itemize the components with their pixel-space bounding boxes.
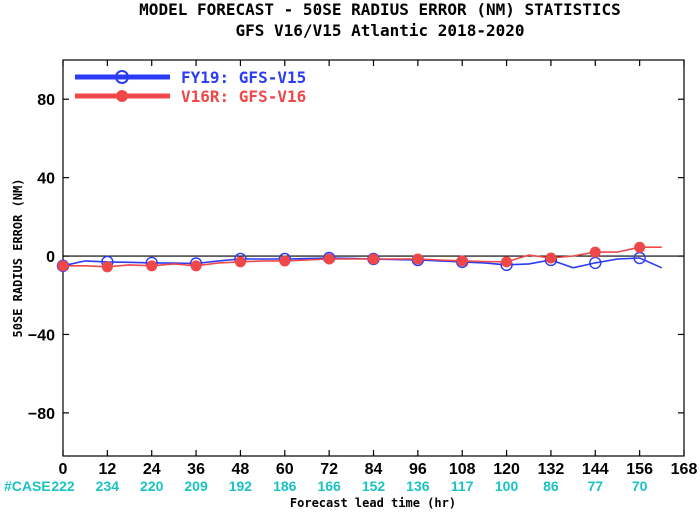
x-tick-label: 72	[320, 461, 338, 478]
case-prefix: #CASE	[4, 478, 51, 494]
x-tick-label: 96	[409, 461, 427, 478]
y-tick-label: 80	[37, 92, 55, 109]
legend-label-1: V16R: GFS-V16	[181, 87, 306, 106]
x-tick-label: 36	[187, 461, 205, 478]
x-tick-label: 156	[626, 461, 653, 478]
case-count: 186	[273, 478, 297, 494]
x-tick-label: 108	[449, 461, 476, 478]
series-point-1	[412, 253, 424, 265]
series-point-1	[368, 253, 379, 265]
series-point-1	[545, 252, 557, 264]
chart-subtitle: GFS V16/V15 Atlantic 2018-2020	[236, 21, 525, 40]
y-tick-label: −40	[28, 327, 55, 344]
case-count: 222	[51, 478, 75, 494]
x-axis-label: Forecast lead time (hr)	[290, 496, 456, 510]
series-point-1	[101, 261, 113, 273]
series-point-1	[501, 256, 513, 268]
x-tick-label: 0	[59, 461, 68, 478]
legend-marker-0	[115, 70, 129, 84]
x-tick-label: 48	[232, 461, 250, 478]
case-count: 192	[229, 478, 253, 494]
case-count: 86	[543, 478, 559, 494]
series-point-1	[634, 241, 646, 253]
x-tick-label: 120	[493, 461, 520, 478]
x-axis: 0 12 24 36 48 60 72 84 96 108 120 132 144 156 168	[59, 60, 698, 478]
series-point-1	[589, 246, 601, 258]
case-count: 136	[406, 478, 430, 494]
series-point-1	[456, 255, 468, 267]
case-count: 70	[632, 478, 648, 494]
series-point-1	[146, 260, 158, 272]
x-tick-label: 132	[538, 461, 565, 478]
case-count: 209	[184, 478, 208, 494]
y-tick-label: 0	[46, 249, 55, 266]
x-tick-label: 84	[365, 461, 383, 478]
case-count: 77	[587, 478, 603, 494]
series-line-1	[63, 246, 662, 268]
y-tick-label: −80	[28, 406, 55, 423]
y-tick-label: 40	[37, 171, 55, 188]
x-tick-label: 60	[276, 461, 294, 478]
series-point-1	[279, 255, 291, 267]
x-tick-label: 168	[671, 461, 698, 478]
x-tick-label: 12	[98, 461, 116, 478]
case-count: 117	[451, 478, 474, 494]
case-count: 100	[495, 478, 519, 494]
case-count: 166	[317, 478, 341, 494]
case-counts: 222 234 220 209 192 186 166 152 136 117 100 86 77 70	[51, 478, 647, 494]
series-point-1	[323, 253, 335, 265]
legend-label-0: FY19: GFS-V15	[181, 68, 306, 87]
series-layer	[56, 241, 663, 273]
series-point-1	[190, 260, 202, 272]
y-axis-label: 50SE RADIUS ERROR (NM)	[11, 179, 25, 338]
case-count: 234	[96, 478, 120, 494]
case-count: 220	[140, 478, 164, 494]
series-point-1	[234, 256, 246, 268]
case-count: 152	[362, 478, 386, 494]
x-tick-label: 144	[582, 461, 609, 478]
series-point-1	[57, 260, 69, 272]
x-tick-label: 24	[143, 461, 161, 478]
legend-marker-1	[116, 90, 128, 102]
chart-title: MODEL FORECAST - 50SE RADIUS ERROR (NM) …	[139, 0, 621, 19]
y-axis: 80 40 0 −40 −80	[28, 92, 684, 423]
